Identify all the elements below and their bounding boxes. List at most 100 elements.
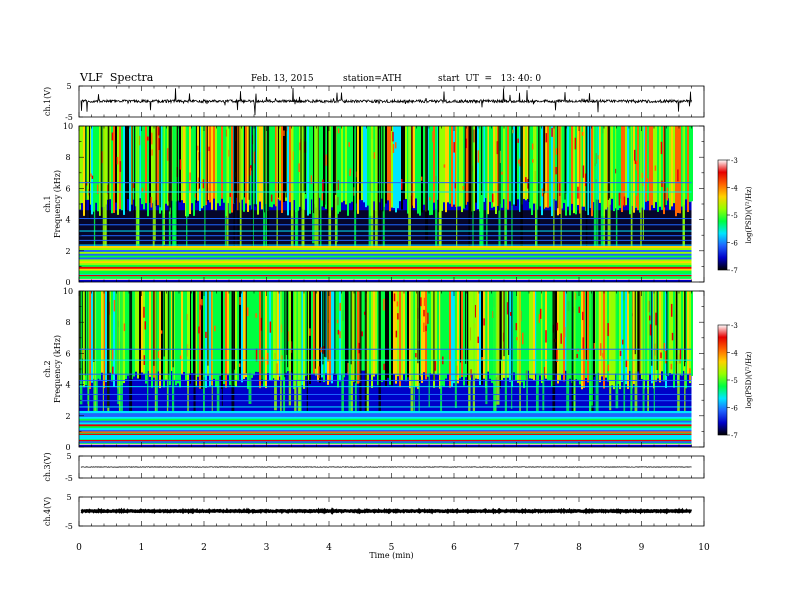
spec1-speckle [635, 195, 638, 207]
spec2-burst [166, 291, 169, 428]
spec1-speckle [147, 136, 149, 141]
spec2-burst [634, 291, 638, 433]
spec1-burst [560, 126, 562, 252]
spec1-cell [441, 126, 443, 211]
spec1-speckle [584, 173, 587, 187]
spec2-gap [189, 291, 191, 384]
spec2-cell [361, 291, 363, 371]
spec1-speckle [208, 187, 211, 196]
spec1-lowband [79, 251, 692, 254]
time-tick-label: 5 [389, 543, 395, 553]
spec2-hline [79, 373, 692, 375]
spec1-burst [93, 126, 96, 274]
spec2-cell [161, 291, 163, 380]
spec2-speckle [556, 322, 559, 331]
spec1-burst [162, 126, 166, 246]
spec1-burst [162, 126, 164, 269]
spec2-hline [79, 386, 692, 388]
spec2-cell [197, 291, 199, 377]
spec2-cell [347, 291, 349, 372]
spec2-speckle [420, 297, 422, 307]
spec1-gap [557, 126, 559, 209]
spec2-cell [479, 291, 481, 386]
spec1-speckle [249, 165, 252, 171]
spec1-burst [233, 126, 235, 261]
spec1-burst [535, 126, 538, 274]
spec1-cell [401, 126, 403, 210]
spec2-burst [571, 291, 574, 423]
spec1-cell [599, 126, 601, 203]
spec2-cell [277, 291, 279, 381]
spec2-gap [419, 291, 421, 384]
spec2-cell [657, 291, 659, 379]
spec2-speckle [670, 303, 673, 317]
spec2-speckle [417, 341, 420, 351]
spec1-cell [551, 126, 553, 217]
spec2-cell [637, 291, 639, 372]
spec1-cell [451, 126, 453, 207]
spec2-cell [321, 291, 323, 378]
ch3-trace [80, 466, 692, 468]
spec1-burst [597, 126, 599, 253]
spec1-cell [391, 126, 393, 208]
spec1-gap [498, 126, 500, 211]
spec2-cell [605, 291, 607, 378]
spec2-cell [183, 291, 185, 373]
spec2-cell [457, 291, 459, 384]
spec1-gap [254, 126, 256, 207]
spec2-gap [465, 291, 467, 364]
spec2-burst [653, 291, 655, 412]
spec1-cell [477, 126, 479, 210]
spec2-cell [237, 291, 239, 382]
spec2-cell [403, 291, 405, 375]
time-tick-label: 8 [576, 543, 582, 553]
spec2-cell [507, 291, 509, 378]
spec2-speckle [261, 357, 264, 362]
spec2-gap [460, 291, 462, 363]
spec1-cell [567, 126, 569, 207]
spec2-colorbar-tick-label: -3 [731, 322, 738, 330]
spec1-cell [527, 126, 529, 199]
spec1-burst [105, 126, 107, 269]
spec1-burst [252, 126, 254, 277]
spec1-burst [580, 126, 582, 255]
spec1-cell [269, 126, 271, 207]
spec1-ytick-label: 8 [65, 153, 70, 162]
spec2-cell [521, 291, 523, 383]
spec2-cell [659, 291, 661, 383]
spec2-cell [273, 291, 275, 379]
spec1-cell [619, 126, 621, 209]
spec2-cell [313, 291, 315, 374]
spec2-cell [421, 291, 423, 383]
spec2-speckle [201, 299, 203, 306]
spec1-cell [215, 126, 217, 211]
ch4-ytick-label: 5 [66, 493, 71, 502]
spec2-cell [399, 291, 401, 388]
spec2-cell [525, 291, 527, 381]
spec1-cell [311, 126, 313, 200]
spec2-speckle [522, 332, 524, 345]
spec2-gap [168, 291, 170, 375]
spec1-cell [287, 126, 289, 216]
spec2-cell [201, 291, 203, 389]
spec1-speckle [150, 196, 153, 208]
spec1-cell [667, 126, 669, 199]
spec1-speckle [581, 131, 584, 136]
ch3-ytick-label: 5 [66, 452, 71, 461]
spec2-speckle [89, 346, 91, 358]
spec2-cell [223, 291, 225, 385]
spec2-gap [84, 291, 86, 376]
spec2-hline [79, 406, 692, 408]
spec1-burst [186, 126, 188, 264]
spec2-gap [684, 291, 686, 367]
spec1-speckle [253, 151, 255, 164]
spec2-cell [151, 291, 153, 388]
spec2-cell [363, 291, 365, 371]
spec2-speckle [509, 312, 512, 316]
spec2-lowband [79, 418, 692, 421]
spec2-speckle [247, 307, 249, 317]
spec1-cell [523, 126, 525, 199]
spec2-burst [366, 291, 369, 426]
spec1-colorbar-tick-label: -6 [731, 240, 738, 248]
